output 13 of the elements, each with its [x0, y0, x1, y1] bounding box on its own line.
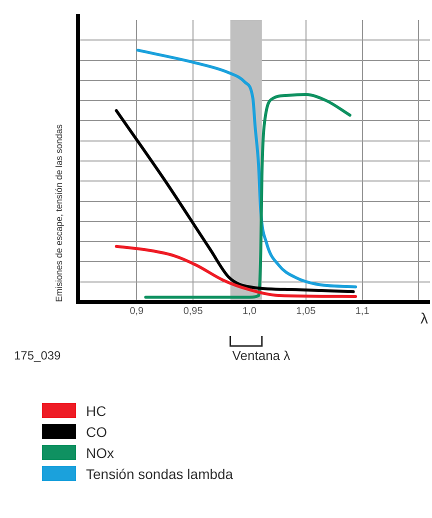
- x-tick-label: 0,95: [183, 306, 204, 317]
- text: 175_039: [14, 348, 62, 362]
- x-tick-label: 0,9: [130, 306, 144, 317]
- x-axis-title: λ: [420, 310, 428, 328]
- legend-label: Tensión sondas lambda: [86, 466, 234, 482]
- legend-label: HC: [86, 402, 106, 418]
- x-tick-label: 1,1: [355, 306, 370, 317]
- x-tick-label: 1,0: [242, 306, 257, 317]
- legend-label: NOx: [86, 444, 114, 460]
- x-tick-label: 1,05: [296, 306, 316, 317]
- text: Ventana λ: [232, 348, 291, 364]
- legend-label: CO: [86, 424, 107, 440]
- y-axis-title: Emisiones de escape, tensión de las sondas: [54, 124, 64, 302]
